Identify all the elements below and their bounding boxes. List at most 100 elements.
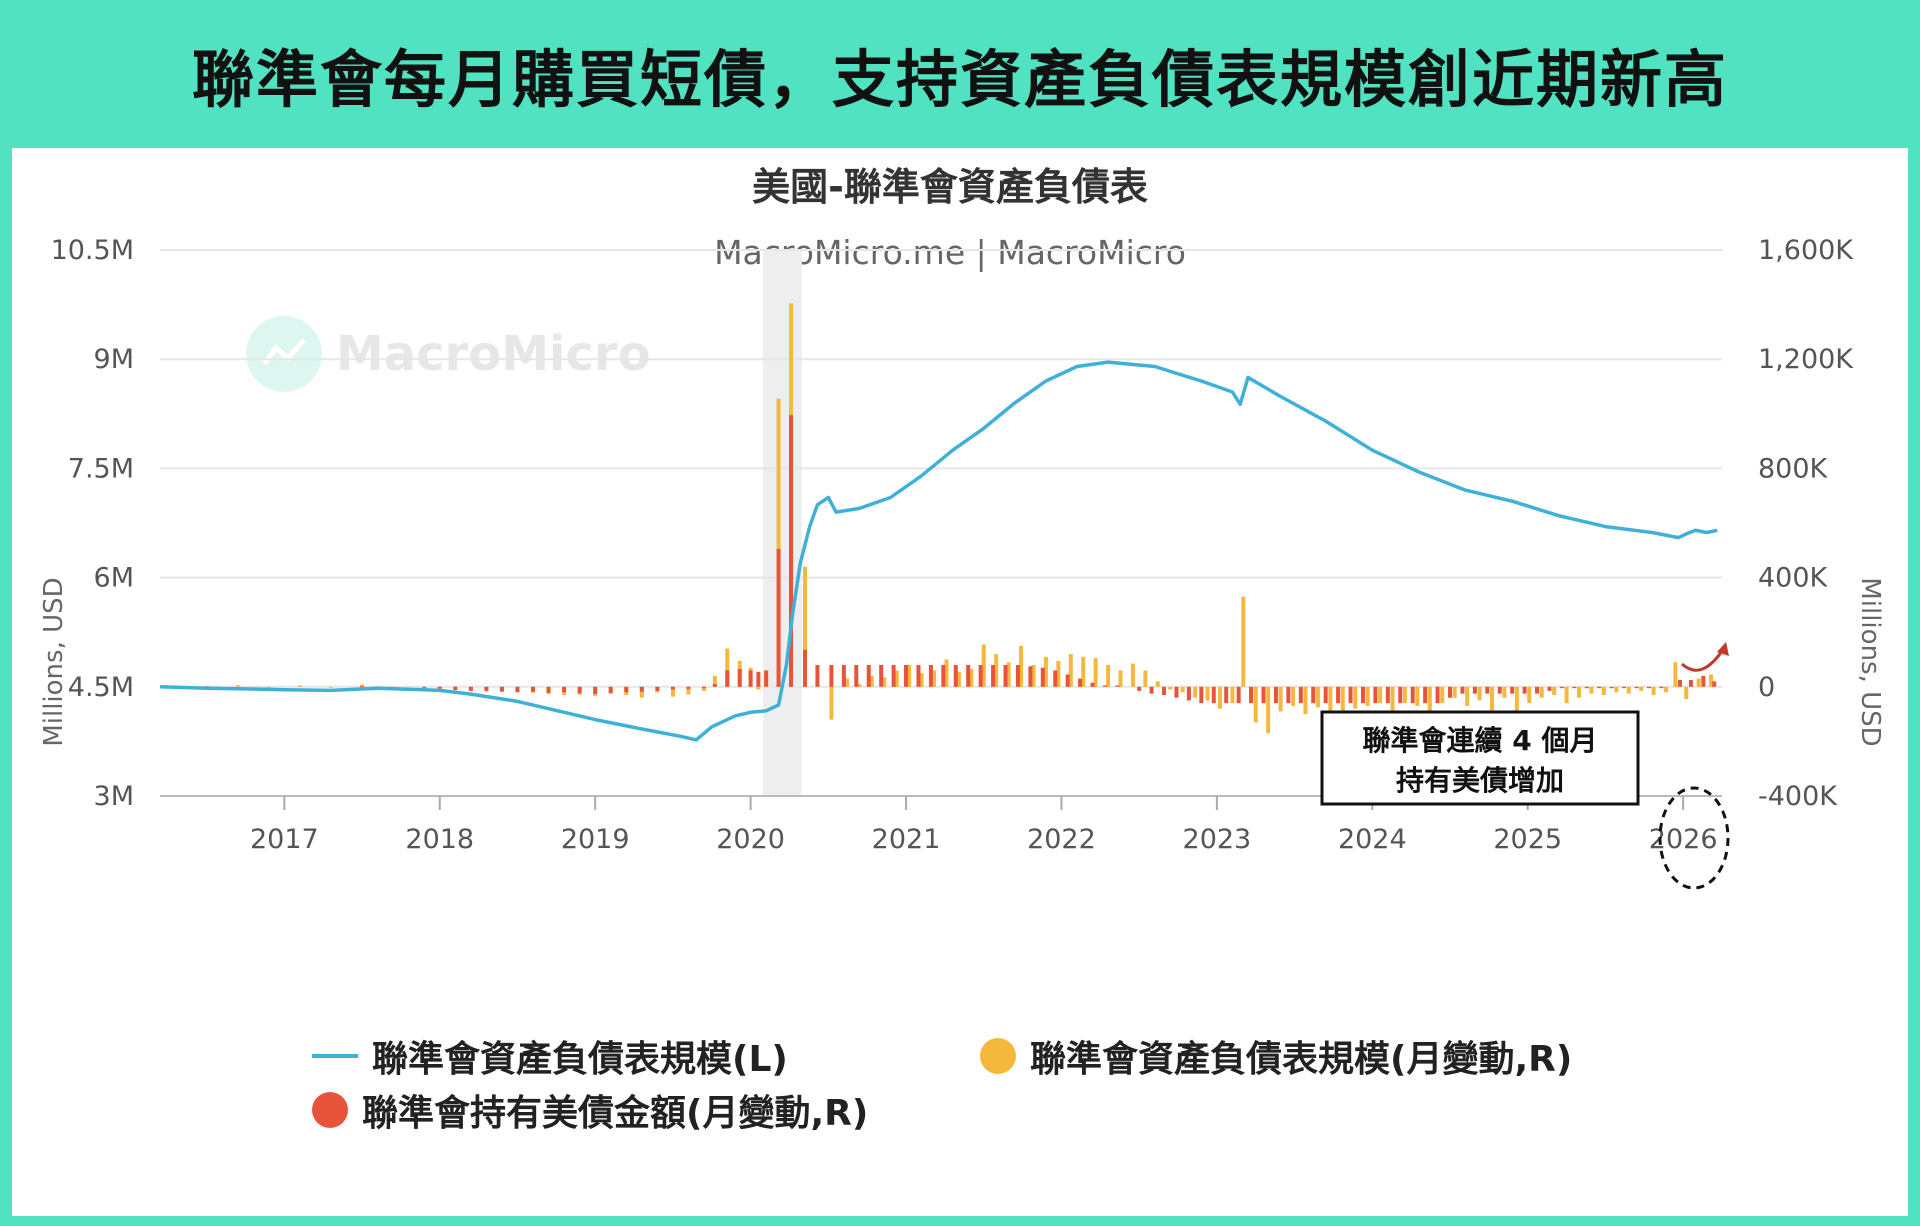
bar-balance-change [1205,686,1210,701]
bar-treasury-change [1485,686,1490,694]
bar-treasury-change [499,686,504,692]
bar-balance-change [1081,656,1086,687]
x-tick-label: 2017 [250,824,319,855]
bar-treasury-change [546,686,551,693]
bar-balance-change [1118,670,1123,687]
bar-balance-change [1415,686,1420,706]
bar-balance-change [1365,686,1370,706]
bar-treasury-change [1162,686,1167,695]
bar-balance-change [956,671,961,687]
bar-balance-change [235,685,240,687]
bar-balance-change [1502,686,1507,698]
bar-treasury-change [686,686,691,689]
chart-panel: 美國-聯準會資產負債表 MacroMicro.me | MacroMicro M… [12,148,1908,1216]
bar-balance-change [1291,686,1296,706]
watermark-text: MacroMicro [336,326,651,382]
bar-balance-change [1465,686,1470,706]
bar-balance-change [919,673,924,687]
bar-balance-change [1696,678,1701,687]
bar-balance-change [1427,686,1432,717]
annotation-line-2: 持有美債增加 [1396,764,1564,797]
right-tick-label: 1,200K [1758,344,1854,375]
bar-treasury-change [1348,686,1353,704]
bar-balance-change [1155,681,1160,687]
annotation-box: 聯準會連續 4 個月 持有美債增加 [1320,710,1640,806]
bar-balance-change [701,686,706,691]
bar-treasury-change [1497,686,1502,694]
bar-treasury-change [608,686,613,693]
bar-balance-change [1664,686,1669,693]
bar-treasury-change [1448,686,1453,698]
bar-balance-change [1068,654,1073,687]
upturn-arrowhead-icon [1717,642,1729,656]
right-tick-label: -400K [1758,781,1838,812]
bar-balance-change [1452,686,1457,698]
banner-title: 聯準會每月購買短債，支持資產負債表規模創近期新高 [191,43,1728,116]
bar-balance-change [994,654,999,687]
legend-item-balance-sheet[interactable]: 聯準會資產負債表規模(L) [312,1030,788,1082]
bar-treasury-change [941,664,946,687]
bar-balance-change [1241,596,1246,687]
banner: 聯準會每月購買短債，支持資產負債表規模創近期新高 [0,0,1920,148]
bar-balance-change [712,675,717,687]
bar-treasury-change [1336,686,1341,704]
bar-balance-change [1019,645,1024,687]
bar-balance-change [670,686,675,697]
bar-treasury-change [978,664,983,687]
left-tick-label: 7.5M [68,453,134,484]
bar-treasury-change [562,686,567,693]
bar-treasury-change [1535,686,1540,694]
red-dot-icon [312,1092,348,1128]
bar-treasury-change [1236,686,1241,704]
highlight-dashed-circle [1658,786,1730,890]
bar-balance-change [894,670,899,687]
bar-treasury-change [1360,686,1365,704]
bar-balance-change [1651,686,1656,695]
bar-treasury-change [670,686,675,690]
bar-balance-change [725,648,730,687]
bar-balance-change [1390,686,1395,712]
bar-balance-change [1031,664,1036,687]
bar-treasury-change [515,686,520,693]
bar-balance-change [1601,686,1606,695]
bar-treasury-change [484,686,489,691]
bar-balance-change [844,678,849,687]
bar-balance-change [1527,686,1532,704]
bar-treasury-change [712,684,717,687]
bar-treasury-change [1137,686,1142,691]
bar-treasury-change [1659,686,1664,689]
bar-balance-change [1230,686,1235,704]
bar-treasury-change [991,664,996,687]
bar-balance-change [360,684,365,687]
bar-balance-change [1514,686,1519,717]
legend-item-treasury-change[interactable]: 聯準會持有美債金額(月變動,R) [312,1084,868,1136]
yellow-dot-icon [980,1038,1016,1074]
bar-treasury-change [928,664,933,687]
bar-treasury-change [1435,686,1440,704]
bar-treasury-change [1678,679,1683,687]
bar-balance-change [882,677,887,687]
bar-balance-change [1130,663,1135,687]
bar-balance-change [1673,662,1678,687]
bar-treasury-change [1065,674,1070,687]
bar-treasury-change [803,649,808,687]
bar-balance-change [857,684,862,687]
bar-balance-change [829,686,834,720]
bar-treasury-change [1323,686,1328,704]
bar-balance-change [1180,686,1185,693]
bar-treasury-change [866,664,871,687]
bar-treasury-change [701,686,706,689]
bar-treasury-change [1410,686,1415,704]
bar-balance-change [1193,686,1198,698]
bar-treasury-change [453,686,458,691]
bar-treasury-change [1311,686,1316,704]
bar-treasury-change [1622,686,1627,689]
bar-balance-change [869,675,874,687]
bar-treasury-change [1211,686,1216,704]
bar-treasury-change [879,664,884,687]
bar-treasury-change [593,686,598,694]
bar-treasury-change [841,664,846,687]
bar-treasury-change [789,415,794,687]
right-tick-label: 0 [1758,672,1775,703]
legend-item-balance-change[interactable]: 聯準會資產負債表規模(月變動,R) [980,1030,1572,1082]
